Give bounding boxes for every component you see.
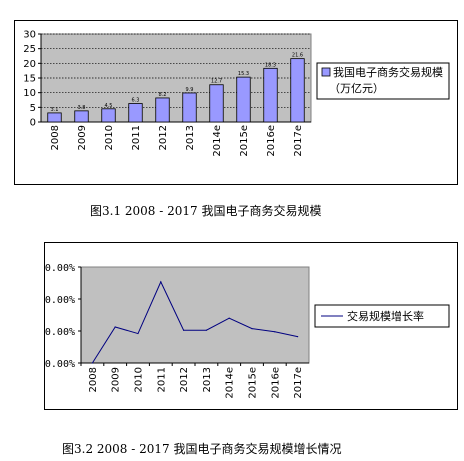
x-tick-label: 2015e [248, 367, 259, 399]
y-tick-label: 5 [30, 103, 36, 114]
bar [182, 92, 197, 123]
data-point [160, 281, 162, 283]
x-tick-label: 2009 [77, 125, 88, 150]
y-tick-label: 20.00% [45, 327, 75, 338]
bar-chart-panel: 0 5 10 15 20 25 30 3.1 2008 3.8 2009 4.5 2010 6.3 2011… [14, 20, 458, 185]
bar-data-label: 3.8 [78, 105, 86, 111]
legend-label: 我国电子商务交易规模 [333, 65, 443, 79]
bar-chart: 0 5 10 15 20 25 30 3.1 2008 3.8 2009 4.5 2010 6.3 2011… [23, 30, 450, 157]
legend-box [314, 304, 450, 328]
bar-data-label: 9.9 [186, 87, 194, 93]
bar [101, 108, 116, 123]
y-tick-label: 40.00% [45, 295, 75, 306]
x-tick-label: 2013 [202, 367, 213, 392]
legend-box [316, 62, 450, 100]
bar [128, 103, 143, 123]
bar [263, 67, 278, 123]
x-tick-label: 2009 [111, 367, 122, 392]
x-tick-label: 2008 [50, 125, 61, 150]
x-tick-label: 2016e [266, 125, 277, 157]
data-point [183, 329, 185, 331]
y-tick-label: 0.00% [45, 359, 75, 370]
legend-label: 交易规模增长率 [347, 309, 424, 323]
legend-swatch [321, 67, 331, 77]
bar [74, 110, 89, 123]
y-tick-label: 10 [23, 88, 36, 99]
bar-data-label: 18.3 [265, 62, 276, 68]
figure-caption-bar: 图3.1 2008 - 2017 我国电子商务交易规模 [90, 204, 322, 218]
data-point [251, 328, 253, 330]
x-tick-label: 2010 [134, 367, 145, 392]
data-point [91, 362, 93, 364]
x-tick-label: 2012 [179, 367, 190, 392]
y-tick-label: 30 [23, 30, 36, 41]
x-tick-label: 2015e [239, 125, 250, 157]
line-chart: 0.00% 20.00% 40.00% 60.00% 2008 2009 2010 2011 2… [45, 263, 450, 399]
x-tick-label: 2013 [185, 125, 196, 150]
bar-data-label: 3.1 [51, 107, 59, 113]
x-tick-label: 2017e [293, 125, 304, 157]
data-point [137, 332, 139, 335]
y-tick-label: 0 [30, 118, 36, 129]
y-tick-label: 25 [23, 44, 36, 55]
data-point [297, 336, 299, 338]
x-tick-label: 2016e [270, 367, 281, 399]
data-point [114, 326, 116, 328]
data-point [274, 331, 276, 333]
y-tick-label: 20 [23, 59, 36, 70]
line-chart-panel: 0.00% 20.00% 40.00% 60.00% 2008 2009 2010 2011 2… [44, 242, 458, 410]
x-tick-label: 2011 [131, 125, 142, 150]
data-point [205, 329, 207, 331]
bar-data-label: 8.2 [159, 92, 167, 98]
legend-label-unit: （万亿元） [329, 82, 384, 95]
y-tick-label: 15 [23, 74, 36, 85]
bar-data-label: 21.6 [292, 53, 303, 59]
bar-data-label: 4.5 [105, 103, 113, 109]
bar [155, 97, 170, 123]
bar [209, 84, 224, 123]
y-tick-label: 60.00% [45, 263, 75, 274]
bar-data-label: 15.3 [238, 71, 249, 77]
data-point [228, 317, 230, 319]
bar [236, 76, 251, 123]
x-tick-label: 2012 [158, 125, 169, 150]
bar [290, 58, 305, 123]
x-tick-label: 2010 [104, 125, 115, 150]
x-tick-label: 2011 [156, 367, 167, 392]
x-tick-label: 2017e [293, 367, 304, 399]
figure-caption-line: 图3.2 2008 - 2017 我国电子商务交易规模增长情况 [62, 442, 342, 456]
x-tick-label: 2008 [88, 367, 99, 392]
series-line [91, 280, 298, 364]
bar-data-label: 6.3 [132, 98, 140, 104]
bar [47, 112, 62, 123]
x-tick-label: 2014e [225, 367, 236, 399]
x-tick-label: 2014e [212, 125, 223, 157]
plot-area [80, 266, 310, 364]
bar-data-label: 12.7 [211, 79, 222, 85]
